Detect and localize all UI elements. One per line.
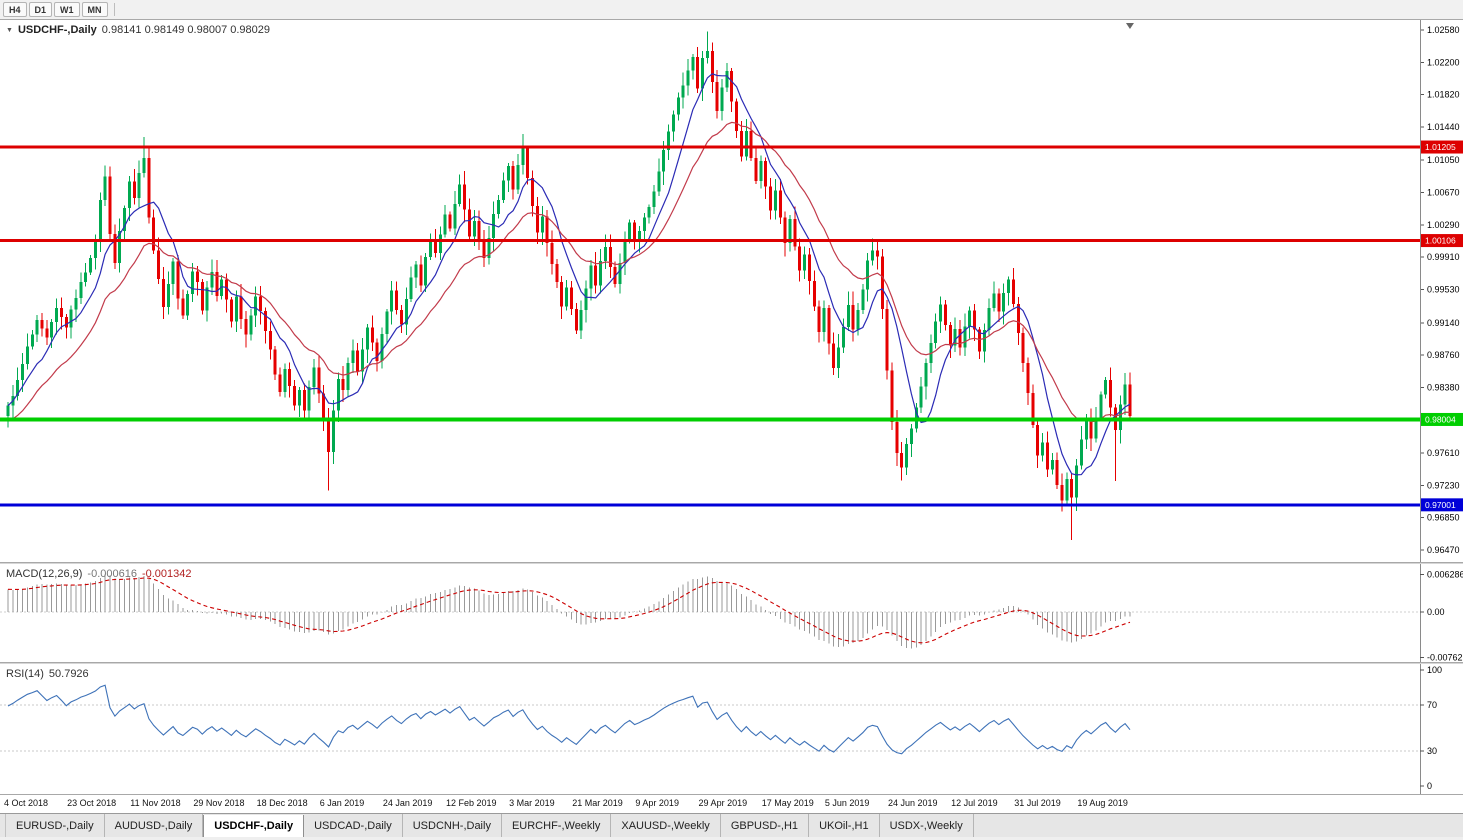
price-scale-label: 1.00290	[1427, 220, 1460, 230]
chart-tab-bar: EURUSD-,Daily AUDUSD-,Daily USDCHF-,Daily U…	[0, 813, 1463, 837]
timeframe-button-h4[interactable]: H4	[3, 2, 27, 17]
macd-signal-line	[7, 577, 1131, 644]
chart-tab-ukoil-h1[interactable]: UKOil-,H1	[809, 814, 880, 837]
price-scale-label: 1.02580	[1427, 25, 1460, 35]
panel-divider[interactable]	[0, 562, 1463, 564]
date-label: 19 Aug 2019	[1077, 798, 1128, 808]
tabbar-spacer	[0, 814, 6, 837]
price-scale-label: 0.98380	[1427, 382, 1460, 392]
timeframe-button-d1[interactable]: D1	[28, 2, 53, 17]
macd-histogram	[7, 574, 1131, 649]
timeframe-toolbar: H4 D1 W1 MN	[0, 0, 1463, 20]
current-bar-marker-icon	[1125, 23, 1134, 29]
price-tag	[1421, 498, 1463, 512]
chart-tab-audusd-daily[interactable]: AUDUSD-,Daily	[105, 814, 204, 837]
rsi-chart[interactable]: 100 70 30 0	[0, 664, 1463, 794]
candlestick-series	[6, 31, 1132, 540]
price-scale-label: 0.96850	[1427, 513, 1460, 523]
ma-slow-line[interactable]	[7, 121, 1131, 423]
price-scale-label: 1.00670	[1427, 188, 1460, 198]
macd-scale[interactable]: 0.006286 0.00 -0.00762	[1420, 570, 1463, 662]
chart-tab-xauusd-weekly[interactable]: XAUUSD-,Weekly	[611, 814, 721, 837]
price-tag	[1421, 140, 1463, 154]
date-label: 29 Apr 2019	[698, 798, 748, 808]
rsi-scale-label: 30	[1427, 746, 1437, 756]
price-scale-label: 0.99910	[1427, 252, 1460, 262]
rsi-scale[interactable]: 100 70 30 0	[1420, 665, 1442, 791]
rsi-line	[7, 684, 1131, 755]
panel-divider[interactable]	[0, 662, 1463, 664]
price-tag-label: 1.01205	[1425, 142, 1456, 152]
chart-tab-usdchf-daily[interactable]: USDCHF-,Daily	[203, 815, 305, 837]
date-label: 11 Nov 2018	[130, 798, 181, 808]
chart-tab-eurusd-daily[interactable]: EURUSD-,Daily	[6, 814, 105, 837]
date-label: 12 Feb 2019	[445, 798, 497, 808]
timeframe-button-w1[interactable]: W1	[54, 2, 80, 17]
price-scale-label: 1.02200	[1427, 57, 1460, 67]
price-tag-label: 1.00106	[1425, 236, 1456, 246]
macd-scale-label: 0.00	[1427, 607, 1445, 617]
ma-fast-line[interactable]	[7, 73, 1131, 476]
price-tag-label: 0.97001	[1425, 500, 1456, 510]
date-label: 29 Nov 2018	[193, 798, 245, 808]
rsi-scale-label: 0	[1427, 781, 1432, 791]
date-label: 24 Jan 2019	[382, 798, 433, 808]
price-scale-label: 0.98760	[1427, 350, 1460, 360]
date-label: 12 Jul 2019	[951, 798, 998, 808]
rsi-panel[interactable]: 100 70 30 0 RSI(14) 50.7926	[0, 664, 1463, 794]
time-scale[interactable]: 4 Oct 2018 23 Oct 2018 11 Nov 2018 29 Nov 2…	[0, 794, 1463, 813]
date-label: 18 Dec 2018	[256, 798, 308, 808]
date-label: 3 Mar 2019	[509, 798, 555, 808]
date-label: 6 Jan 2019	[319, 798, 365, 808]
toolbar-separator	[113, 3, 115, 16]
chart-tab-eurchf-weekly[interactable]: EURCHF-,Weekly	[502, 814, 612, 837]
date-label: 17 May 2019	[761, 798, 814, 808]
macd-scale-label: -0.00762	[1427, 652, 1463, 662]
price-scale-label: 1.01820	[1427, 90, 1460, 100]
price-scale-label: 0.99530	[1427, 285, 1460, 295]
date-label: 4 Oct 2018	[4, 798, 49, 808]
date-label: 31 Jul 2019	[1014, 798, 1061, 808]
macd-scale-label: 0.006286	[1427, 570, 1463, 580]
price-scale-label: 0.97230	[1427, 480, 1460, 490]
date-label: 24 Jun 2019	[887, 798, 938, 808]
price-scale[interactable]: 1.02580 1.02200 1.01820 1.01440 1.01050 1.006…	[1420, 25, 1460, 555]
macd-panel[interactable]: 0.006286 0.00 -0.00762 MACD(12,26,9) -0.00…	[0, 564, 1463, 662]
rsi-scale-label: 100	[1427, 665, 1442, 675]
chart-tab-gbpusd-h1[interactable]: GBPUSD-,H1	[721, 814, 810, 837]
timeframe-button-mn[interactable]: MN	[81, 2, 108, 17]
macd-chart[interactable]: 0.006286 0.00 -0.00762	[0, 564, 1463, 662]
price-tag	[1421, 234, 1463, 248]
date-label: 9 Apr 2019	[635, 798, 679, 808]
price-scale-label: 1.01050	[1427, 155, 1460, 165]
chart-tab-usdx-weekly[interactable]: USDX-,Weekly	[880, 814, 974, 837]
price-scale-label: 0.96470	[1427, 545, 1460, 555]
price-scale-label: 0.97610	[1427, 448, 1460, 458]
chart-window: 1.02580 1.02200 1.01820 1.01440 1.01050 1.006…	[0, 20, 1463, 813]
price-tag	[1421, 412, 1463, 426]
chart-tab-usdcad-daily[interactable]: USDCAD-,Daily	[304, 814, 403, 837]
date-label: 21 Mar 2019	[572, 798, 623, 808]
chart-tab-usdcnh-daily[interactable]: USDCNH-,Daily	[403, 814, 502, 837]
price-chart[interactable]: 1.02580 1.02200 1.01820 1.01440 1.01050 1.006…	[0, 20, 1463, 562]
date-label: 5 Jun 2019	[824, 798, 870, 808]
price-panel[interactable]: 1.02580 1.02200 1.01820 1.01440 1.01050 1.006…	[0, 20, 1463, 562]
price-scale-label: 1.01440	[1427, 122, 1460, 132]
price-scale-label: 0.99140	[1427, 318, 1460, 328]
date-label: 23 Oct 2018	[67, 798, 117, 808]
rsi-scale-label: 70	[1427, 700, 1437, 710]
price-tag-label: 0.98004	[1425, 414, 1456, 424]
